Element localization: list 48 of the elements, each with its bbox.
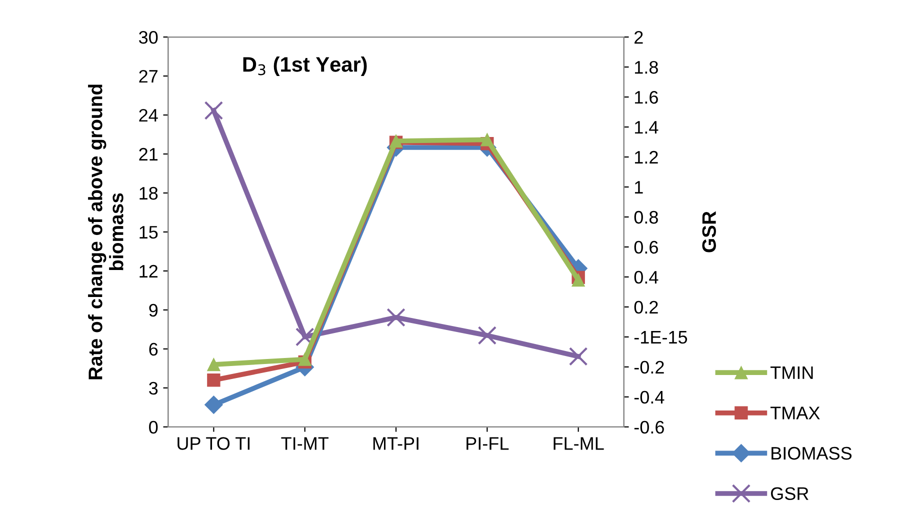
y2-tick-label: 1.8: [635, 60, 658, 74]
y-tick-label: 6: [149, 342, 158, 356]
point: [207, 358, 220, 372]
legend-label: TMAX: [770, 406, 820, 420]
y-tick-label: 15: [140, 226, 158, 239]
y2-tick-label: 0.6: [634, 240, 658, 254]
point: [386, 308, 406, 327]
y-tick-label: 0: [149, 420, 158, 434]
y-tick-label: 12: [140, 264, 158, 278]
point: [478, 326, 497, 345]
text: D$_{3}$ (1st Year): [243, 56, 367, 76]
y-tick-label: 27: [139, 70, 158, 83]
x-tick-label: TI-MT: [281, 437, 329, 450]
y2-tick-label: -0.2: [634, 360, 664, 374]
y2-tick-label: 1: [635, 181, 643, 194]
y-tick-label: 9: [149, 304, 158, 317]
y-axis-title: Rate of change of above ground biomass: [88, 84, 124, 380]
x-tick-label: FL-ML: [554, 437, 604, 450]
x-tick-label: UP TO TI: [178, 437, 250, 450]
y2-tick-label: -0.4: [634, 390, 664, 404]
y2-tick-label: 0.8: [634, 210, 658, 224]
y2-tick-label: -0.6: [634, 420, 664, 434]
y-tick-label: 24: [139, 108, 158, 122]
y2-tick-label: 2: [634, 30, 643, 44]
y-tick-label: 21: [139, 148, 158, 161]
y2-tick-label: 1.4: [635, 121, 658, 134]
y-tick-label: 18: [140, 186, 158, 200]
y2-tick-label: 0.2: [634, 300, 658, 314]
y2-tick-label: 1.6: [635, 90, 658, 104]
y-tick-label: 3: [149, 382, 158, 395]
y-tick-label: 30: [139, 30, 158, 44]
y2-tick-label: -1E-15: [634, 331, 688, 344]
point: [568, 347, 588, 366]
y2-tick-label: 0.4: [634, 270, 658, 284]
legend-label: GSR: [771, 487, 808, 500]
point: [480, 133, 494, 146]
y2-axis-title: GSR: [702, 211, 716, 252]
point: [204, 396, 223, 414]
point: [204, 101, 224, 120]
y2-tick-label: 1.2: [635, 150, 658, 164]
x-tick-label: MT-PI: [373, 437, 418, 450]
point: [207, 374, 220, 387]
x-tick-label: PI-FL: [466, 437, 509, 450]
legend-label: TMIN: [770, 366, 813, 379]
legend-label: BIOMASS: [772, 446, 852, 460]
point: [298, 352, 312, 366]
point: [295, 328, 314, 346]
point: [572, 273, 585, 287]
